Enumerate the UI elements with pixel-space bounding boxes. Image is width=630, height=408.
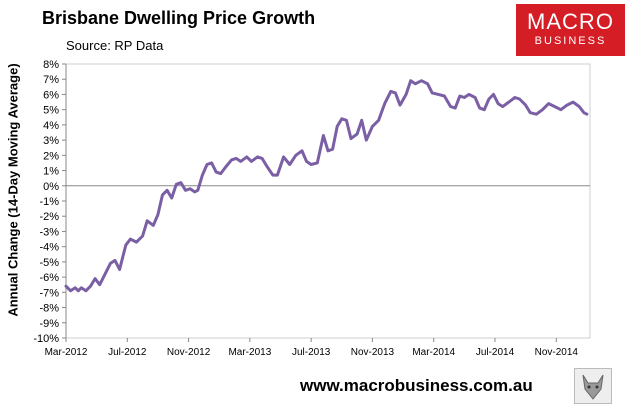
source-label: Source: RP Data (66, 38, 164, 53)
y-tick-label: 0% (43, 181, 59, 193)
logo-line-1: MACRO (527, 9, 614, 34)
chart-title: Brisbane Dwelling Price Growth (42, 8, 316, 28)
y-tick-label: 7% (43, 74, 59, 86)
x-tick-label: Jul-2014 (476, 347, 515, 358)
y-tick-label: -10% (33, 333, 59, 345)
y-tick-label: -5% (39, 257, 59, 269)
x-tick-label: Mar-2014 (412, 347, 455, 358)
y-tick-label: -1% (39, 196, 59, 208)
x-tick-label: Nov-2012 (167, 347, 211, 358)
footer-url[interactable]: www.macrobusiness.com.au (300, 376, 533, 395)
x-tick-label: Nov-2013 (351, 347, 395, 358)
x-tick-label: Jul-2012 (108, 347, 147, 358)
y-tick-label: 1% (43, 166, 59, 178)
wolf-mascot-icon (574, 368, 612, 404)
y-tick-label: 6% (43, 89, 59, 101)
x-tick-label: Mar-2012 (45, 347, 88, 358)
y-tick-label: -6% (39, 272, 59, 284)
y-tick-label: 2% (43, 150, 59, 162)
x-tick-label: Mar-2013 (228, 347, 271, 358)
y-tick-label: -8% (39, 303, 59, 315)
macrobusiness-logo[interactable]: MACRO BUSINESS (516, 4, 625, 56)
y-tick-label: -3% (39, 226, 59, 238)
y-tick-label: -7% (39, 287, 59, 299)
series-line-brisbane (64, 79, 589, 293)
y-tick-label: 4% (43, 120, 59, 132)
plot-area (65, 63, 591, 339)
y-tick-label: 8% (43, 59, 59, 71)
y-tick-label: -9% (39, 318, 59, 330)
x-tick-label: Nov-2014 (535, 347, 579, 358)
x-tick-label: Jul-2013 (292, 347, 331, 358)
logo-line-2: BUSINESS (534, 35, 607, 47)
y-tick-label: -4% (39, 242, 59, 254)
y-tick-label: 3% (43, 135, 59, 147)
y-tick-label: -2% (39, 211, 59, 223)
y-axis-label: Annual Change (14-Day Moving Average) (5, 63, 21, 317)
y-tick-label: 5% (43, 105, 59, 117)
